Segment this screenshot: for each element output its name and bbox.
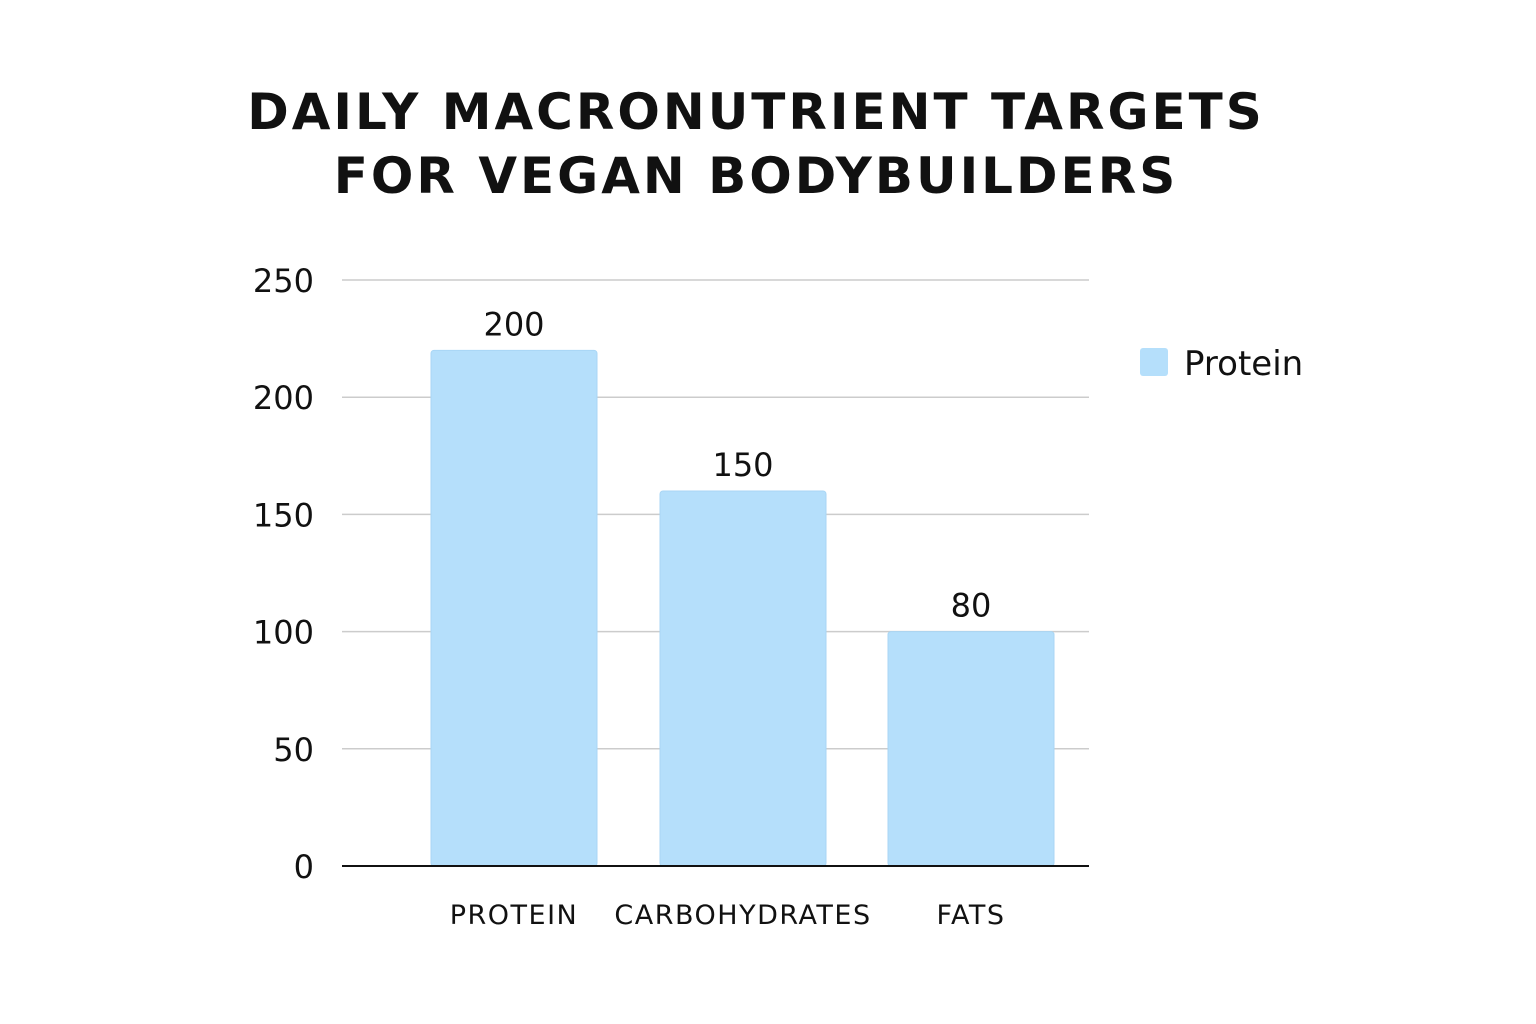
legend-label: Protein: [1184, 344, 1303, 384]
bar-value-label: 80: [951, 587, 992, 625]
bar-fats: [887, 631, 1055, 867]
x-category-label: CARBOHYDRATES: [614, 900, 871, 931]
x-axis-categories: PROTEIN CARBOHYDRATES FATS: [450, 900, 1005, 931]
y-axis-ticks: 0 50 100 150 200 250: [253, 262, 314, 886]
legend: Protein: [1140, 344, 1303, 384]
bar-value-label: 150: [712, 446, 773, 484]
chart-title-line-2: FOR VEGAN BODYBUILDERS: [333, 147, 1179, 205]
value-labels: 200 150 80: [483, 305, 991, 624]
x-category-label: FATS: [936, 900, 1005, 931]
y-tick-label: 250: [253, 262, 314, 300]
chart-title-line-1: DAILY MACRONUTRIENT TARGETS: [247, 83, 1265, 141]
bar-protein: [430, 349, 598, 867]
y-tick-label: 0: [294, 848, 314, 886]
y-tick-label: 50: [273, 731, 314, 769]
chart-title: DAILY MACRONUTRIENT TARGETS FOR VEGAN BO…: [0, 80, 1512, 208]
legend-swatch: [1140, 348, 1168, 376]
y-tick-label: 100: [253, 614, 314, 652]
bar-value-label: 200: [483, 305, 544, 343]
y-tick-label: 200: [253, 379, 314, 417]
y-tick-label: 150: [253, 496, 314, 534]
bars: [430, 349, 1055, 867]
bar-carbohydrates: [659, 490, 827, 867]
x-category-label: PROTEIN: [450, 900, 579, 931]
